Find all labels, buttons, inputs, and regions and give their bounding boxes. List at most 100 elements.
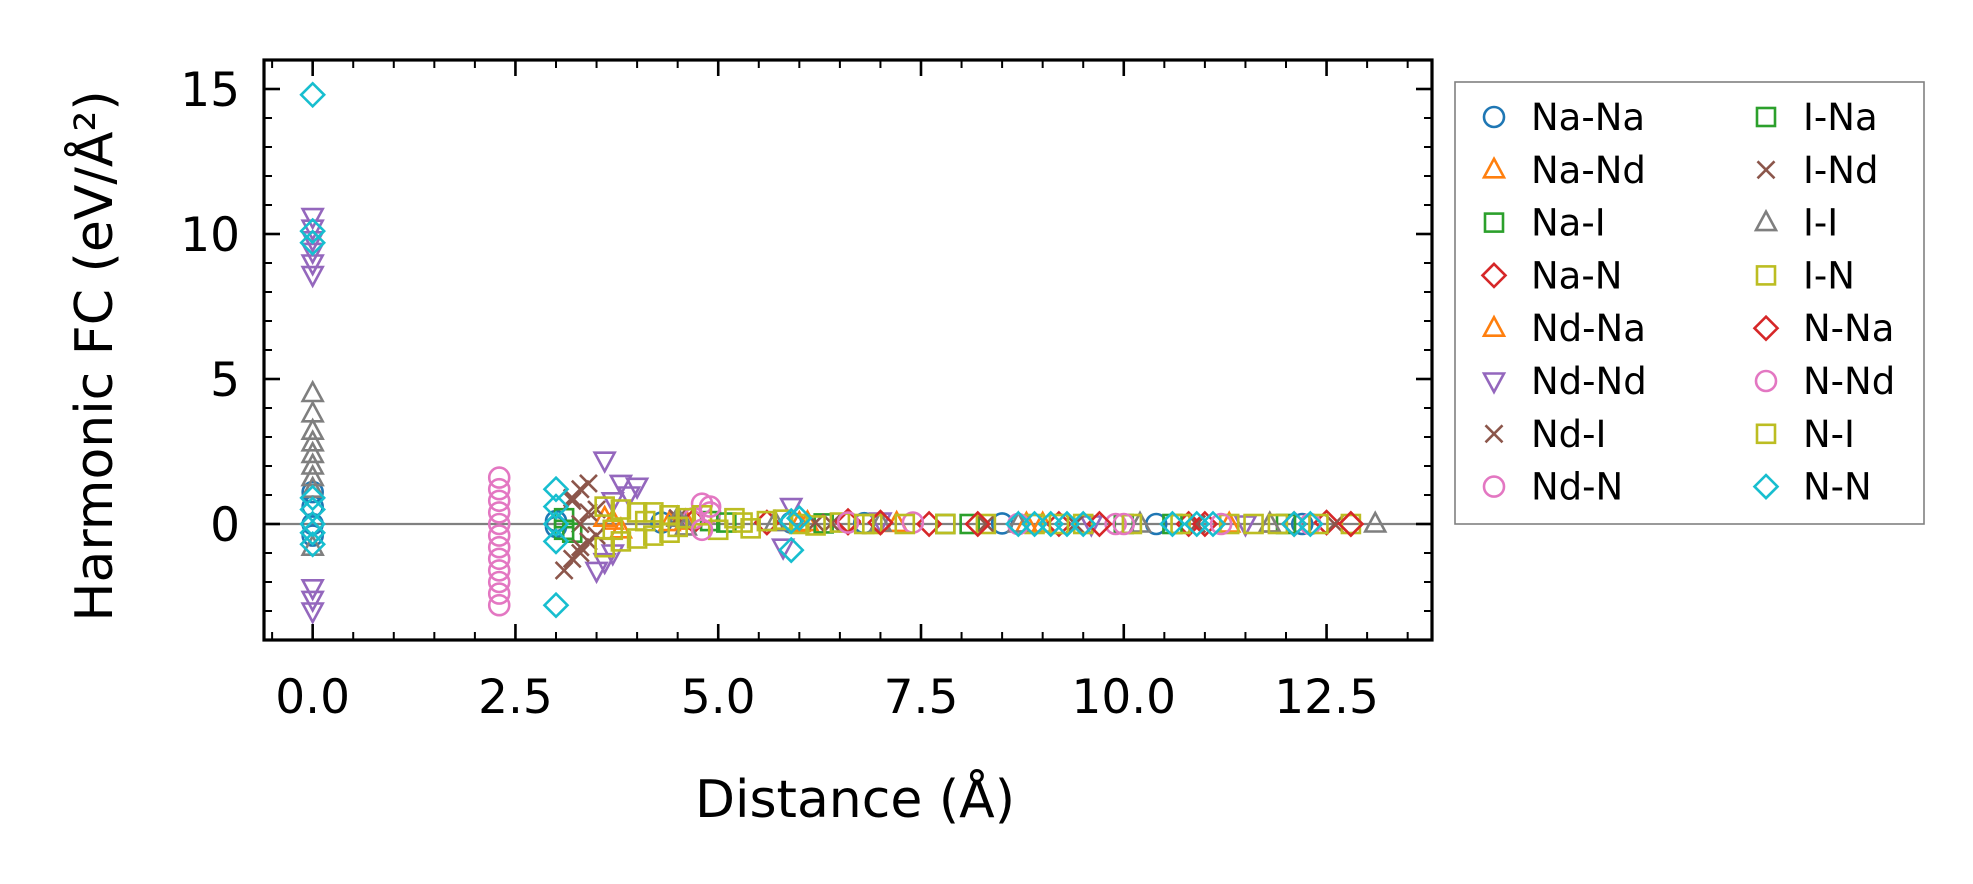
legend-item-n-n: N-N: [1752, 466, 1872, 509]
point-n-n-21: [1159, 510, 1186, 538]
point-n-n-5: [299, 510, 327, 538]
point-nd-i-7: [587, 526, 606, 546]
point-n-n-8: [542, 475, 570, 503]
point-i-n-16: [772, 509, 794, 530]
point-nd-i-8: [570, 514, 590, 534]
point-n-n-0: [299, 81, 327, 109]
point-n-n-3: [299, 484, 327, 512]
legend-item-i-n: I-N: [1755, 254, 1855, 297]
point-n-na-2: [964, 510, 992, 538]
point-i-n-25: [1072, 513, 1094, 535]
y-tick-label: 15: [180, 63, 240, 118]
legend-label-nd-nd: Nd-Nd: [1531, 360, 1647, 403]
legend-label-i-n: I-N: [1803, 254, 1855, 297]
point-n-n-25: [1296, 510, 1324, 538]
point-n-na-6: [1337, 510, 1365, 538]
y-tick-label: 5: [210, 353, 240, 408]
legend-label-n-i: N-I: [1803, 413, 1855, 456]
legend-item-n-na: N-Na: [1752, 307, 1894, 350]
point-n-n-7: [299, 530, 327, 558]
point-nd-nd-0: [300, 207, 325, 231]
point-i-n-22: [935, 513, 956, 535]
point-n-nd-5: [1209, 512, 1233, 536]
axes: 0.0 2.5 5.0 7.5 10.0 12.5 0 5 10 15: [180, 58, 1434, 725]
point-na-na-11: [1290, 512, 1314, 536]
legend-item-i-nd: I-Nd: [1756, 149, 1878, 192]
series-nd-i: [554, 473, 1345, 580]
point-na-i-4: [959, 513, 980, 535]
point-nd-n-6: [487, 535, 511, 559]
point-nd-n-11: [487, 593, 511, 617]
legend-item-nd-na: Nd-Na: [1481, 307, 1646, 350]
legend-item-na-i: Na-I: [1483, 202, 1606, 245]
series-i-nd: [562, 488, 1085, 563]
legend-marker-nd-nd: [1481, 372, 1507, 395]
point-na-na-0: [301, 480, 324, 504]
point-nd-nd-16: [600, 491, 625, 515]
point-nd-n-16: [1104, 512, 1127, 536]
point-n-n-1: [299, 217, 327, 245]
legend-marker-na-nd: [1481, 156, 1507, 179]
point-i-n-27: [1170, 513, 1191, 535]
point-n-n-20: [1069, 510, 1097, 538]
point-n-n-14: [777, 536, 805, 564]
point-n-i-4: [853, 513, 875, 535]
point-n-i-5: [1048, 513, 1070, 535]
point-n-n-13: [777, 507, 805, 535]
legend-marker-nd-n: [1482, 475, 1506, 498]
legend-label-na-i: Na-I: [1531, 202, 1606, 245]
x-tick-label: 12.5: [1274, 670, 1379, 725]
point-i-n-24: [1024, 513, 1045, 535]
point-nd-n-10: [487, 582, 511, 605]
point-n-nd-4: [1112, 512, 1136, 536]
legend-marker-n-na: [1752, 314, 1780, 342]
point-n-n-10: [542, 510, 570, 538]
point-i-nd-2: [579, 531, 598, 551]
point-i-n-19: [829, 512, 851, 533]
point-nd-nd-9: [584, 561, 609, 585]
point-nd-n-8: [487, 559, 511, 582]
legend-label-i-nd: I-Nd: [1803, 149, 1878, 192]
point-i-n-28: [1218, 513, 1240, 535]
series-n-i: [602, 510, 1264, 541]
legend-marker-n-nd: [1754, 369, 1778, 393]
point-i-i-16: [1363, 510, 1388, 533]
point-nd-i-11: [976, 514, 996, 534]
legend-label-n-na: N-Na: [1803, 307, 1894, 350]
x-tick-label: 5.0: [681, 670, 756, 725]
point-nd-n-7: [487, 547, 511, 571]
point-i-n-18: [805, 515, 826, 536]
point-n-i-3: [732, 512, 753, 533]
point-i-i-4: [300, 440, 325, 464]
point-i-nd-0: [562, 488, 582, 508]
series-n-n: [299, 81, 1324, 619]
point-i-n-12: [707, 519, 729, 541]
point-n-n-6: [299, 519, 327, 547]
legend-label-na-na: Na-Na: [1531, 96, 1645, 139]
point-n-n-9: [542, 493, 570, 520]
legend-label-nd-na: Nd-Na: [1531, 307, 1646, 350]
point-nd-nd-17: [770, 538, 796, 561]
legend: Na-Na Na-Nd Na-I Na-N Nd-Na Nd-Nd Nd-I Nd-N I-Na…: [1454, 81, 1925, 525]
point-i-n-30: [1308, 513, 1329, 535]
point-nd-nd-15: [616, 486, 642, 509]
point-nd-n-2: [487, 489, 511, 513]
point-nd-n-4: [487, 512, 511, 536]
point-nd-nd-5: [300, 265, 325, 289]
point-nd-i-0: [554, 560, 574, 580]
point-n-n-23: [1199, 510, 1227, 538]
legend-marker-i-i: [1753, 208, 1779, 232]
y-tick-label: 0: [210, 498, 240, 553]
point-n-nd-0: [698, 495, 722, 518]
x-tick-label: 7.5: [884, 670, 959, 725]
point-nd-nd-6: [300, 578, 325, 602]
point-nd-n-5: [487, 524, 511, 547]
point-i-n-29: [1267, 513, 1289, 535]
legend-marker-i-n: [1755, 265, 1777, 286]
legend-label-nd-i: Nd-I: [1531, 413, 1606, 456]
legend-label-n-n: N-N: [1803, 466, 1872, 509]
legend-label-na-nd: Na-Nd: [1531, 149, 1646, 192]
point-nd-i-1: [562, 549, 582, 569]
point-nd-nd-10: [592, 552, 617, 576]
